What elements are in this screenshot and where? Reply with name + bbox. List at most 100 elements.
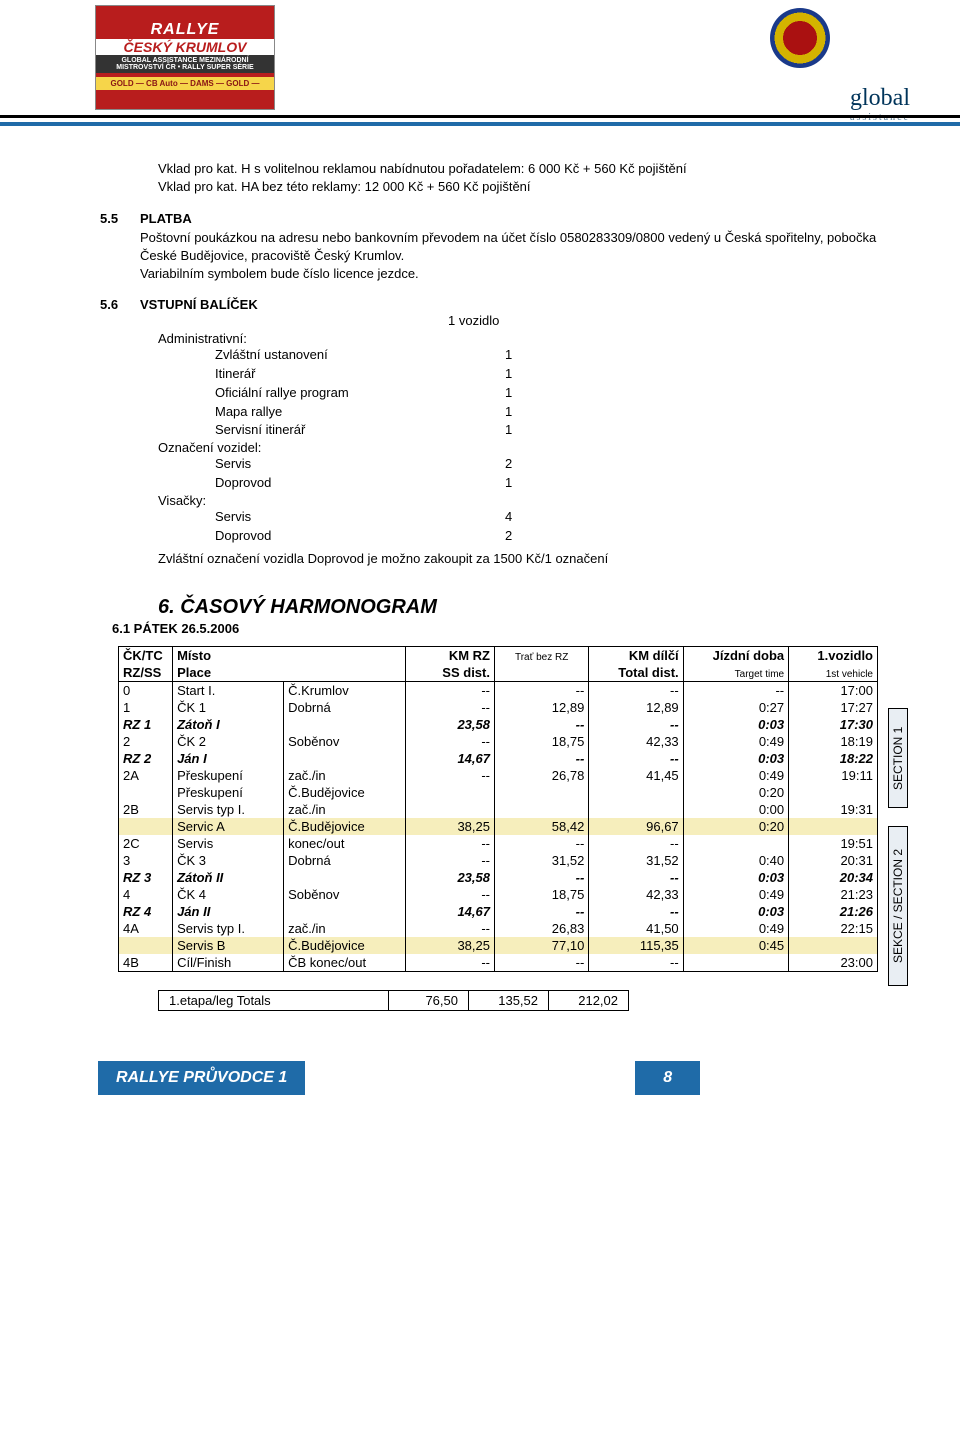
cell: 26,78 (494, 767, 588, 784)
cell: 42,33 (589, 886, 683, 903)
cell: 38,25 (406, 818, 495, 835)
kv-group-head: Označení vozidel: (158, 440, 880, 455)
cell: 2 (119, 733, 173, 750)
cell: Servis B (173, 937, 284, 954)
cell: 42,33 (589, 733, 683, 750)
cell: -- (589, 954, 683, 972)
kv-row: Itinerář1 (215, 365, 880, 384)
cell: -- (494, 954, 588, 972)
kv-val: 1 (505, 365, 555, 384)
cell: 31,52 (589, 852, 683, 869)
cell: 0:20 (683, 818, 788, 835)
cell: 38,25 (406, 937, 495, 954)
cell: -- (494, 716, 588, 733)
cell: -- (406, 835, 495, 852)
th-f2: Total dist. (589, 664, 683, 682)
cell: Zátoň II (173, 869, 284, 886)
table-row: 2CServiskonec/out------19:51 (119, 835, 878, 852)
kv-key: Zvláštní ustanovení (215, 346, 505, 365)
cell (406, 784, 495, 801)
cell: 0:49 (683, 886, 788, 903)
cell: -- (589, 716, 683, 733)
section-5-5-title: PLATBA (140, 211, 192, 226)
cell: 26,83 (494, 920, 588, 937)
cell (589, 784, 683, 801)
cell: Č.Budějovice (284, 937, 406, 954)
th-e1: Trať bez RZ (494, 646, 588, 664)
section-5-6-per: 1 vozidlo (448, 312, 499, 331)
kv-key: Servis (215, 508, 505, 527)
cell: -- (494, 869, 588, 886)
table-row: PřeskupeníČ.Budějovice0:20 (119, 784, 878, 801)
section-5-6: 5.6 VSTUPNÍ BALÍČEK (100, 297, 880, 312)
cell: RZ 2 (119, 750, 173, 767)
cell: Č.Budějovice (284, 818, 406, 835)
cell: 115,35 (589, 937, 683, 954)
th-b2: Place (173, 664, 406, 682)
cell: 0:49 (683, 767, 788, 784)
cell: 23,58 (406, 716, 495, 733)
cell: 20:31 (789, 852, 878, 869)
section-6-1-title: 6.1 PÁTEK 26.5.2006 (112, 621, 880, 636)
cell (284, 716, 406, 733)
schedule-table: ČK/TC Místo KM RZ Trať bez RZ KM dílčí J… (118, 646, 878, 972)
th-h2: 1st vehicle (789, 664, 878, 682)
kv-val: 4 (505, 508, 555, 527)
cell: zač./in (284, 767, 406, 784)
table-row: 4ČK 4Soběnov--18,7542,330:4921:23 (119, 886, 878, 903)
cell (683, 835, 788, 852)
cell (119, 784, 173, 801)
cell: 1 (119, 699, 173, 716)
th-b1: Místo (173, 646, 406, 664)
cell (284, 750, 406, 767)
cell: 31,52 (494, 852, 588, 869)
table-row: 4BCíl/FinishČB konec/out------23:00 (119, 954, 878, 972)
cell: Servis (173, 835, 284, 852)
cell: Ján II (173, 903, 284, 920)
cell: -- (406, 954, 495, 972)
cell: Soběnov (284, 733, 406, 750)
cell: 0:00 (683, 801, 788, 818)
cell: Ján I (173, 750, 284, 767)
cell: 3 (119, 852, 173, 869)
cell: Soběnov (284, 886, 406, 903)
table-row: 2APřeskupenízač./in--26,7841,450:4919:11 (119, 767, 878, 784)
kv-row: Doprovod1 (215, 474, 880, 493)
cell: 18,75 (494, 886, 588, 903)
cell: 2B (119, 801, 173, 818)
entry-package-list: Administrativní:Zvláštní ustanovení1Itin… (100, 331, 880, 546)
cell (789, 784, 878, 801)
cell: 14,67 (406, 750, 495, 767)
th-g2: Target time (683, 664, 788, 682)
rally-title-1: RALLYE (96, 21, 274, 39)
kv-key: Servis (215, 455, 505, 474)
cell: 58,42 (494, 818, 588, 835)
section-5-5-num: 5.5 (100, 210, 140, 283)
kv-key: Itinerář (215, 365, 505, 384)
cell: Servic A (173, 818, 284, 835)
cell: 4B (119, 954, 173, 972)
rally-logo: RALLYE ČESKÝ KRUMLOV GLOBAL ASSISTANCE M… (95, 5, 275, 110)
th-e2 (494, 664, 588, 682)
cell: Dobrná (284, 699, 406, 716)
kv-row: Servisní itinerář1 (215, 421, 880, 440)
cell: ČK 1 (173, 699, 284, 716)
footer-title: RALLYE PRŮVODCE 1 (98, 1061, 305, 1095)
totals-1: 135,52 (469, 990, 549, 1010)
cell: -- (589, 869, 683, 886)
cell: -- (406, 886, 495, 903)
cell: 41,45 (589, 767, 683, 784)
cell: 2A (119, 767, 173, 784)
th-a2: RZ/SS (119, 664, 173, 682)
cell: -- (589, 681, 683, 699)
table-row: RZ 1Zátoň I23,58----0:0317:30 (119, 716, 878, 733)
kv-group-head: Visačky: (158, 493, 880, 508)
cell: RZ 1 (119, 716, 173, 733)
table-row: Servis BČ.Budějovice38,2577,10115,350:45 (119, 937, 878, 954)
rally-goldbar: GOLD — CB Auto — DAMS — GOLD — (96, 77, 274, 90)
table-row: RZ 4Ján II14,67----0:0321:26 (119, 903, 878, 920)
cell (119, 818, 173, 835)
cell: 20:34 (789, 869, 878, 886)
cell: Servis typ I. (173, 920, 284, 937)
cell: 4A (119, 920, 173, 937)
